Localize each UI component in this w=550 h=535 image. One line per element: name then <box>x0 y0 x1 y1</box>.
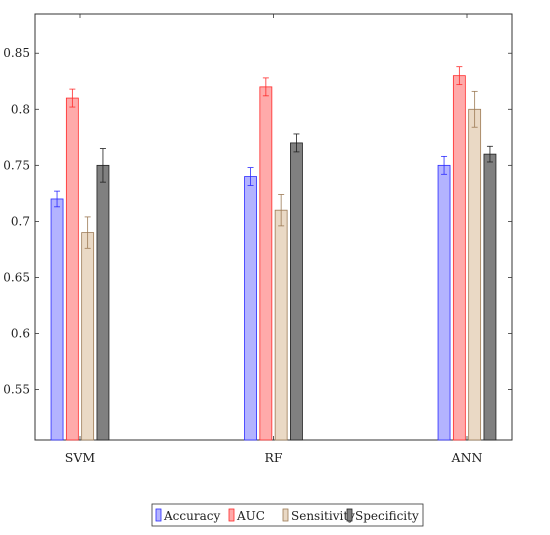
legend-swatch-specificity <box>346 508 353 522</box>
bar-accuracy-rf <box>244 176 257 441</box>
y-tick-label: 0.55 <box>3 383 30 397</box>
legend-swatch-sensitivity <box>282 508 289 522</box>
bar-specificity-svm <box>96 164 110 441</box>
x-category-label: ANN <box>451 450 483 465</box>
bar-accuracy-ann <box>437 164 451 441</box>
bar-auc-rf <box>259 86 273 441</box>
legend-swatch-accuracy <box>155 508 162 522</box>
x-category-label: SVM <box>65 450 96 465</box>
y-axis: 0.55 0.6 0.65 0.7 0.75 0.8 0.85 <box>3 46 512 397</box>
legend-label-accuracy: Accuracy <box>163 509 220 523</box>
legend-swatch-auc <box>228 508 235 522</box>
legend: Accuracy AUC Sensitivity Specificity <box>151 503 424 527</box>
bar-accuracy-svm <box>50 198 64 441</box>
bar-sensitivity-svm <box>81 232 95 441</box>
y-tick-label: 0.8 <box>11 102 30 116</box>
legend-label-specificity: Specificity <box>355 509 419 523</box>
legend-label-sensitivity: Sensitivity <box>291 509 355 523</box>
plot-area <box>34 13 513 441</box>
bars-layer <box>50 66 497 441</box>
bar-sensitivity-ann <box>468 108 482 441</box>
x-axis: SVM RF ANN <box>65 14 483 465</box>
bar-sensitivity-rf <box>274 209 288 441</box>
bar-specificity-rf <box>290 142 303 441</box>
y-tick-label: 0.85 <box>3 46 30 60</box>
y-tick-label: 0.75 <box>3 158 30 172</box>
bar-auc-svm <box>65 97 79 441</box>
y-tick-label: 0.7 <box>11 214 30 228</box>
x-category-label: RF <box>264 450 282 465</box>
bar-specificity-ann <box>483 153 497 441</box>
y-tick-label: 0.65 <box>3 270 30 284</box>
legend-label-auc: AUC <box>236 509 265 523</box>
y-tick-label: 0.6 <box>11 327 30 341</box>
bar-auc-ann <box>452 75 466 441</box>
